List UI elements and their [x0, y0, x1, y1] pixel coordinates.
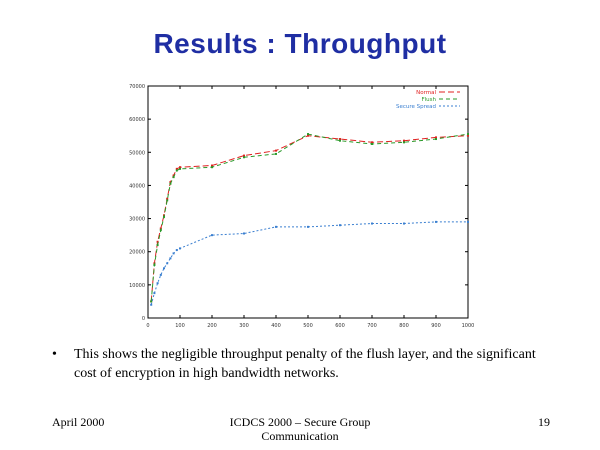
data-point: [467, 134, 469, 137]
data-point: [169, 257, 172, 260]
x-tick-label: 200: [207, 323, 217, 329]
data-point: [166, 262, 169, 265]
data-point: [175, 249, 178, 252]
x-tick-label: 900: [431, 323, 441, 329]
data-point: [339, 224, 341, 227]
data-point: [307, 225, 309, 228]
data-point: [435, 138, 437, 141]
plot-frame: [147, 85, 469, 319]
slide-number: 19: [538, 415, 550, 429]
data-point: [175, 169, 178, 172]
x-tick-label: 700: [367, 323, 377, 329]
data-point: [169, 182, 172, 185]
x-tick-label: 300: [239, 323, 249, 329]
data-point: [150, 303, 153, 306]
bullet-marker: •: [52, 347, 57, 362]
data-point: [166, 197, 169, 200]
data-point: [339, 138, 341, 141]
data-point: [169, 181, 172, 184]
data-point: [435, 220, 437, 223]
x-tick-label: 1000: [462, 323, 475, 329]
data-point: [339, 139, 341, 142]
data-point: [307, 134, 309, 137]
throughput-chart: 0 10000 20000 30000 40000 50000 60000 70000 0 100…: [129, 84, 475, 329]
x-tick-label: 100: [175, 323, 185, 329]
x-tick-label: 800: [399, 323, 409, 329]
x-tick-label: 0: [146, 323, 149, 329]
data-point: [156, 282, 159, 285]
data-point: [275, 149, 277, 152]
data-point: [371, 143, 373, 145]
legend-label: Normal: [416, 90, 436, 96]
data-point: [159, 229, 162, 232]
y-tick-label: 30000: [129, 217, 145, 223]
data-point: [243, 156, 245, 159]
data-point: [179, 247, 181, 250]
data-point: [275, 225, 277, 228]
data-point: [243, 154, 245, 157]
y-tick-label: 70000: [129, 84, 145, 90]
data-point: [403, 141, 405, 144]
data-point: [163, 267, 165, 270]
data-point: [156, 240, 159, 243]
data-point: [275, 152, 277, 155]
y-tick-label: 50000: [129, 150, 145, 156]
data-point: [211, 234, 213, 237]
y-tick-label: 0: [142, 316, 145, 322]
data-point: [179, 166, 181, 169]
data-point: [163, 215, 165, 218]
series-line: [150, 221, 468, 305]
data-point: [153, 292, 156, 295]
data-point: [172, 174, 175, 177]
series-line: [150, 133, 469, 302]
data-point: [467, 220, 469, 223]
footer-date: April 2000: [52, 415, 105, 429]
data-point: [166, 199, 169, 202]
data-point: [435, 136, 437, 139]
bullet-text: This shows the negligible throughput pen…: [74, 347, 536, 381]
y-tick-label: 20000: [129, 250, 145, 256]
data-point: [153, 263, 156, 266]
data-point: [150, 300, 153, 303]
legend-label: Secure Spread: [396, 104, 436, 110]
data-point: [156, 244, 159, 247]
data-point: [172, 252, 175, 255]
x-tick-label: 400: [271, 323, 281, 329]
y-tick-label: 60000: [129, 117, 145, 123]
footer-conference: ICDCS 2000 – Secure Group Communication: [229, 415, 371, 443]
data-point: [159, 273, 162, 276]
data-point: [211, 164, 213, 167]
data-point: [403, 139, 405, 142]
data-point: [307, 133, 309, 136]
y-tick-label: 40000: [129, 183, 145, 189]
data-point: [243, 232, 245, 235]
data-point: [211, 166, 213, 169]
data-point: [371, 222, 373, 225]
x-tick-label: 600: [335, 323, 345, 329]
data-point: [172, 176, 175, 179]
slide-title: Results : Throughput: [153, 28, 447, 59]
data-point: [467, 133, 469, 136]
data-point: [403, 222, 405, 225]
series-line: [150, 135, 469, 302]
data-point: [179, 167, 181, 170]
data-point: [371, 141, 373, 144]
legend-label: Flush: [421, 97, 436, 103]
x-tick-label: 500: [303, 323, 313, 329]
y-tick-label: 10000: [129, 283, 145, 289]
data-point: [175, 167, 178, 170]
